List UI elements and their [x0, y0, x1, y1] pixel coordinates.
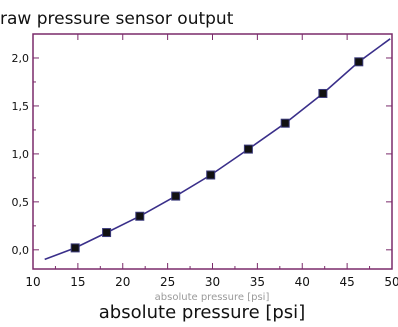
- x-tick-label: 45: [339, 275, 354, 289]
- chart-title: raw pressure sensor output: [0, 9, 234, 29]
- y-axis-ticks: [33, 57, 392, 251]
- x-axis-ticks: [32, 34, 393, 269]
- data-point: [171, 191, 181, 201]
- data-point: [318, 88, 328, 98]
- y-tick-label: 1,0: [12, 148, 30, 161]
- x-tick-label: 35: [250, 275, 265, 289]
- x-axis-label: absolute pressure [psi]: [99, 302, 305, 323]
- x-tick-label: 40: [295, 275, 310, 289]
- x-axis-tick-labels: 10 15 20 25 30 35 40 45 50: [25, 275, 398, 289]
- data-point: [206, 170, 216, 180]
- data-point: [135, 211, 145, 221]
- data-point: [70, 243, 80, 253]
- x-tick-label: 15: [70, 275, 85, 289]
- data-point: [243, 144, 253, 154]
- data-point: [102, 228, 112, 238]
- x-tick-label: 25: [160, 275, 175, 289]
- x-tick-label: 20: [115, 275, 130, 289]
- fit-curve: [44, 38, 391, 261]
- y-tick-label: 1,5: [12, 100, 30, 113]
- data-point: [280, 118, 290, 128]
- data-points: [70, 57, 364, 253]
- y-tick-label: 0,0: [12, 244, 30, 257]
- plot-frame: [32, 33, 393, 270]
- data-point: [354, 57, 364, 67]
- y-tick-label: 0,5: [12, 196, 30, 209]
- x-axis-label-ghost: absolute pressure [psi]: [155, 292, 270, 303]
- y-tick-label: 2,0: [12, 52, 30, 65]
- plot-area: 10 15 20 25 30 35 40 45 50 0,0 0,5 1,0 1,5 2,0: [12, 33, 398, 289]
- y-axis-tick-labels: 0,0 0,5 1,0 1,5 2,0: [12, 52, 30, 257]
- x-tick-label: 30: [205, 275, 220, 289]
- x-tick-label: 50: [384, 275, 398, 289]
- x-tick-label: 10: [25, 275, 40, 289]
